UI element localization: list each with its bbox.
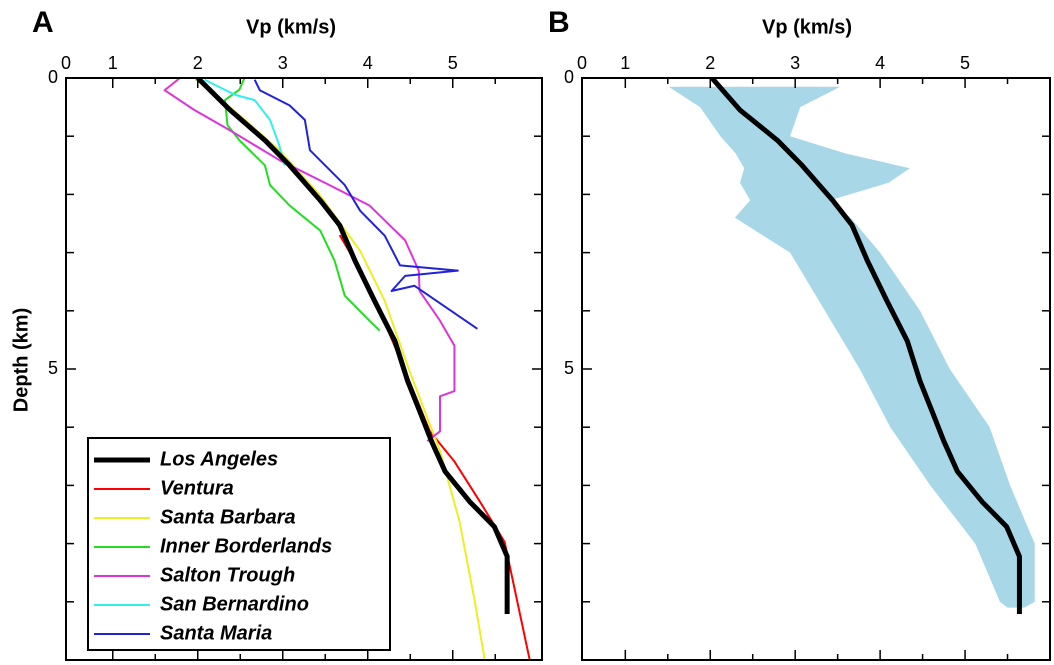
profile-line bbox=[710, 78, 1022, 615]
plot bbox=[668, 78, 1035, 615]
x-axis-label: Vp (km/s) bbox=[762, 16, 852, 38]
x-tick-label: 1 bbox=[620, 53, 630, 73]
legend-label: Inner Borderlands bbox=[160, 535, 332, 557]
x-tick-label: 0 bbox=[577, 53, 587, 73]
x-tick-label: 4 bbox=[363, 53, 373, 73]
profile-line bbox=[195, 78, 510, 615]
legend-label: Santa Barbara bbox=[160, 506, 296, 528]
legend-label: Ventura bbox=[160, 477, 234, 499]
legend-label: Santa Maria bbox=[160, 622, 272, 644]
y-tick-label: 0 bbox=[48, 67, 58, 87]
legend-label: San Bernardino bbox=[160, 593, 309, 615]
plot bbox=[163, 78, 531, 660]
x-tick-label: 5 bbox=[448, 53, 458, 73]
scatter-cloud bbox=[668, 86, 1035, 608]
legend-label: Salton Trough bbox=[160, 564, 295, 586]
x-tick-label: 1 bbox=[108, 53, 118, 73]
legend-box bbox=[87, 437, 391, 651]
x-tick-label: 5 bbox=[960, 53, 970, 73]
x-tick-label: 0 bbox=[61, 53, 71, 73]
profile-line bbox=[253, 79, 478, 330]
x-tick-label: 3 bbox=[278, 53, 288, 73]
y-axis-label: Depth (km) bbox=[10, 308, 32, 412]
x-axis-label: Vp (km/s) bbox=[246, 16, 336, 38]
y-tick-label: 5 bbox=[48, 358, 58, 378]
y-tick-label: 5 bbox=[564, 358, 574, 378]
profile-line bbox=[163, 78, 456, 442]
panel-label: B bbox=[548, 6, 570, 39]
x-tick-label: 3 bbox=[790, 53, 800, 73]
x-tick-label: 4 bbox=[875, 53, 885, 73]
x-tick-label: 2 bbox=[705, 53, 715, 73]
x-tick-label: 2 bbox=[193, 53, 203, 73]
panel-label: A bbox=[32, 6, 54, 39]
y-tick-label: 0 bbox=[564, 67, 574, 87]
profile-line bbox=[223, 78, 381, 332]
legend-label: Los Angeles bbox=[160, 448, 278, 470]
profile-line bbox=[204, 78, 286, 166]
